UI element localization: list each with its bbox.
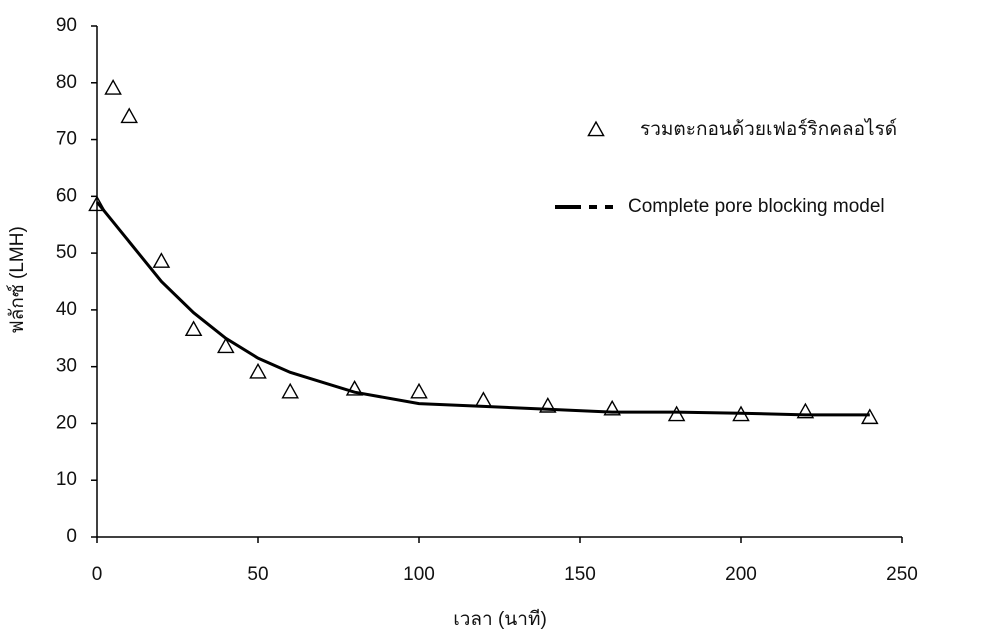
data-point (281, 382, 299, 399)
legend-marker (587, 120, 605, 137)
x-tick-label: 150 (564, 564, 596, 585)
y-tick-label: 80 (56, 72, 77, 93)
y-tick-label: 60 (56, 185, 77, 206)
y-axis-label: ฟลักซ์ (LMH) (6, 226, 28, 334)
data-point (217, 337, 235, 354)
y-tick-label: 10 (56, 469, 77, 490)
legend-label: รวมตะกอนด้วยเฟอร์ริกคลอไรด์ (640, 118, 897, 140)
legend-label: Complete pore blocking model (628, 196, 885, 217)
data-point (603, 399, 621, 416)
data-point (152, 252, 171, 268)
x-tick-label: 100 (403, 564, 435, 585)
data-point (104, 79, 122, 95)
data-point (184, 320, 203, 337)
data-point (667, 405, 686, 422)
data-point (410, 382, 428, 399)
x-tick-label: 50 (247, 564, 268, 585)
y-tick-label: 90 (56, 15, 77, 36)
data-point (796, 402, 815, 419)
y-tick-label: 30 (56, 356, 77, 377)
data-point (474, 391, 493, 408)
data-point (861, 408, 879, 425)
y-tick-label: 70 (56, 129, 77, 150)
x-tick-label: 250 (886, 564, 918, 585)
y-tick-label: 0 (66, 526, 77, 547)
y-tick-label: 20 (56, 412, 77, 433)
data-point (345, 379, 364, 396)
model-line (95, 201, 870, 417)
data-point (120, 107, 138, 124)
x-tick-label: 200 (725, 564, 757, 585)
x-axis-label: เวลา (นาที) (453, 608, 547, 630)
x-tick-label: 0 (92, 564, 103, 585)
y-tick-label: 50 (56, 242, 77, 263)
y-tick-label: 40 (56, 299, 77, 320)
data-point (88, 195, 106, 212)
data-point (249, 362, 267, 379)
data-point (539, 396, 557, 413)
